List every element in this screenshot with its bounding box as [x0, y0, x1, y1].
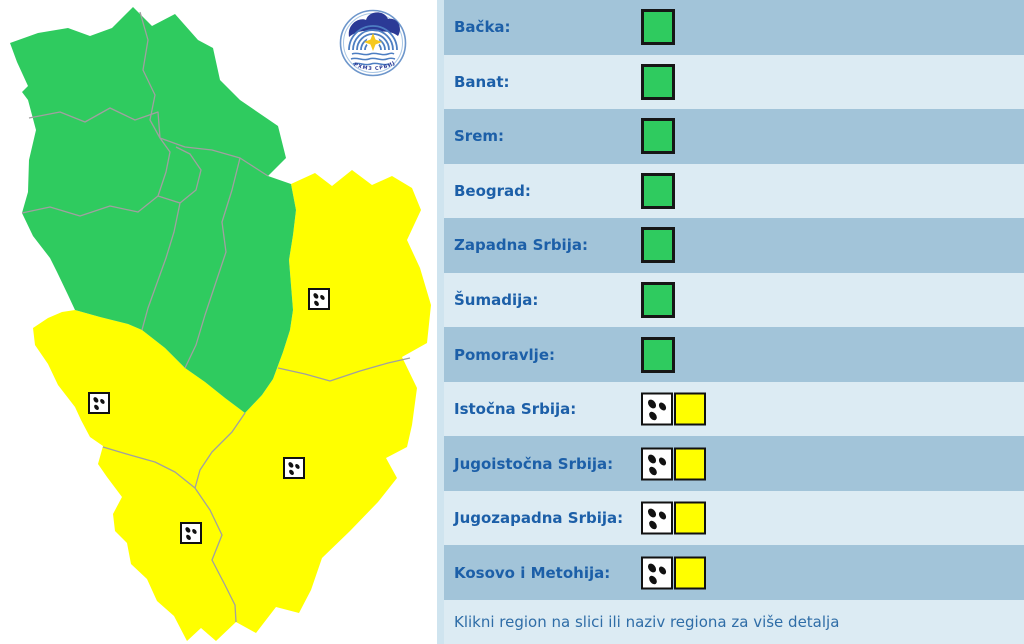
region-label[interactable]: Bačka: — [454, 18, 511, 37]
rain-icon — [641, 392, 673, 426]
region-row[interactable]: Banat: — [444, 54, 1024, 110]
region-label[interactable]: Beograd: — [454, 181, 531, 200]
status-green-box — [641, 118, 675, 155]
logo-sun-icon — [364, 33, 382, 51]
rain-drops-glyph — [647, 508, 667, 530]
region-row[interactable]: Jugoistočna Srbija: — [444, 436, 1024, 491]
status-rain-pair — [641, 447, 706, 481]
region-label[interactable]: Kosovo i Metohija: — [454, 563, 611, 582]
region-row[interactable]: Beograd: — [444, 163, 1024, 219]
status-green-box — [641, 282, 675, 318]
rain-icon — [641, 501, 673, 535]
status-indicator — [641, 392, 706, 426]
map-rain-icon — [180, 522, 202, 544]
status-indicator — [641, 227, 675, 264]
region-row[interactable]: Kosovo i Metohija: — [444, 545, 1024, 601]
rain-drops-glyph — [313, 293, 325, 306]
footer-note: Klikni region na slici ili naziv regiona… — [454, 613, 840, 632]
region-label[interactable]: Jugozapadna Srbija: — [454, 509, 624, 528]
region-row[interactable]: Jugozapadna Srbija: — [444, 490, 1024, 546]
status-green-box — [641, 227, 675, 264]
status-rain-pair — [641, 392, 706, 426]
rain-drops-glyph — [185, 527, 197, 540]
map-rain-icon — [308, 288, 330, 310]
region-label[interactable]: Pomoravlje: — [454, 345, 555, 364]
region-row[interactable]: Bačka: — [444, 0, 1024, 55]
region-row[interactable]: Šumadija: — [444, 272, 1024, 328]
status-yellow-box — [674, 556, 706, 590]
status-yellow-box — [674, 447, 706, 481]
status-indicator — [641, 336, 675, 373]
region-label[interactable]: Zapadna Srbija: — [454, 236, 588, 255]
rain-drops-glyph — [647, 454, 667, 475]
status-rain-pair — [641, 501, 706, 535]
rain-drops-glyph — [288, 462, 300, 475]
status-yellow-box — [674, 392, 706, 426]
rhmz-logo: РХМЗ СРБИЈЕ — [337, 6, 407, 77]
region-row[interactable]: Istočna Srbija: — [444, 381, 1024, 437]
rain-drops-glyph — [647, 563, 667, 584]
rain-drops-glyph — [647, 399, 667, 421]
region-label[interactable]: Šumadija: — [454, 291, 539, 309]
region-label[interactable]: Srem: — [454, 127, 505, 146]
map-rain-icon — [283, 457, 305, 479]
region-row[interactable]: Pomoravlje: — [444, 327, 1024, 382]
rain-icon — [641, 556, 673, 590]
footer-note-row: Klikni region na slici ili naziv regiona… — [444, 600, 1024, 644]
logo-waves — [350, 52, 396, 66]
region-status-panel: Bačka: Banat: Srem: — [444, 0, 1024, 644]
status-indicator — [641, 501, 706, 535]
region-borders — [21, 11, 411, 623]
status-indicator — [641, 447, 706, 481]
rain-drops-glyph — [93, 397, 105, 410]
status-yellow-box — [674, 501, 706, 535]
serbia-warning-map: РХМЗ СРБИЈЕ — [0, 0, 437, 644]
status-green-box — [641, 172, 675, 209]
status-indicator — [641, 556, 706, 590]
map-rain-icon — [88, 392, 110, 414]
status-indicator — [641, 282, 675, 318]
status-indicator — [641, 9, 675, 46]
status-indicator — [641, 63, 675, 100]
status-green-box — [641, 336, 675, 373]
map-yellow-area[interactable] — [33, 170, 431, 641]
status-rain-pair — [641, 556, 706, 590]
panel-divider — [437, 0, 444, 644]
region-label[interactable]: Jugoistočna Srbija: — [454, 454, 614, 473]
status-green-box — [641, 63, 675, 100]
rain-icon — [641, 447, 673, 481]
status-green-box — [641, 9, 675, 46]
region-label[interactable]: Banat: — [454, 72, 510, 91]
region-row[interactable]: Zapadna Srbija: — [444, 218, 1024, 273]
status-indicator — [641, 172, 675, 209]
region-row[interactable]: Srem: — [444, 109, 1024, 164]
region-label[interactable]: Istočna Srbija: — [454, 400, 577, 419]
map-green-area[interactable] — [10, 7, 296, 413]
status-indicator — [641, 118, 675, 155]
